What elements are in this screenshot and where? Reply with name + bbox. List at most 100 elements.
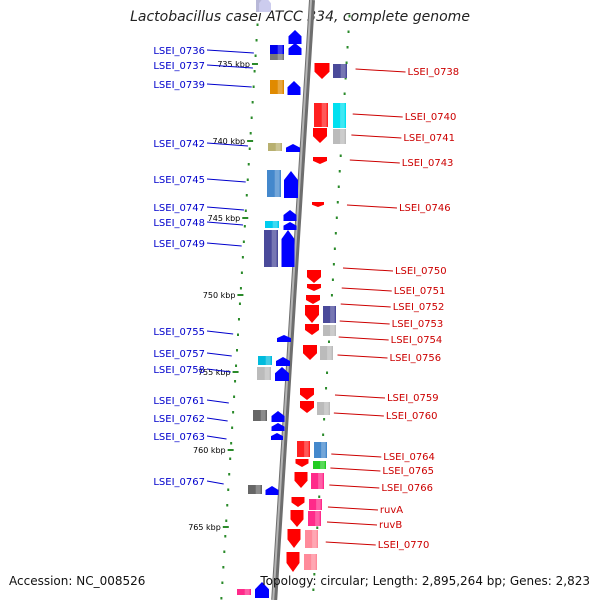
gene-box-highlight <box>321 442 326 458</box>
gene-label-right: LSEI_0770 <box>378 540 430 551</box>
gene-box-highlight <box>311 554 316 570</box>
tick-dot-left <box>225 519 228 522</box>
tick-dot-left <box>221 581 224 584</box>
reverse-gene-arrow <box>294 472 308 488</box>
reverse-gene-arrow <box>287 529 301 548</box>
leader-line-right <box>341 287 392 292</box>
gene-color-box <box>270 80 284 94</box>
gene-label-right: LSEI_0754 <box>391 335 443 346</box>
gene-color-box <box>309 499 322 510</box>
tick-dot-right <box>313 573 316 576</box>
tick-dot-right <box>326 371 329 374</box>
leader-line-left <box>206 399 229 404</box>
leader-line-right <box>342 267 394 272</box>
gene-label-left: LSEI_0748 <box>153 218 205 229</box>
forward-gene-arrow <box>281 230 295 267</box>
scale-label: 745 kbp <box>208 214 241 223</box>
tick-dot-right <box>325 387 328 390</box>
gene-label-left: LSEI_0736 <box>153 46 205 57</box>
tick-dot-right <box>334 232 337 235</box>
reverse-gene-arrow <box>291 497 305 507</box>
leader-line-left <box>206 83 252 88</box>
tick-dot-left <box>240 271 243 274</box>
tick-dot-left <box>238 302 241 305</box>
tick-marks <box>220 8 351 600</box>
tick-dot-right <box>335 216 338 219</box>
leader-line-right <box>331 453 382 458</box>
gene-color-box <box>270 45 284 54</box>
reverse-gene-arrow <box>300 388 314 400</box>
map-title: Lactobacillus casei ATCC 334, complete g… <box>130 9 470 25</box>
tick-dot-right <box>330 294 333 297</box>
gene-label-right: LSEI_0764 <box>383 452 435 463</box>
reverse-gene-arrow <box>313 157 327 164</box>
gene-color-box <box>308 511 321 526</box>
gene-label-right: LSEI_0750 <box>395 266 447 277</box>
reverse-gene-arrow <box>313 128 327 143</box>
scale-label: 750 kbp <box>203 291 236 300</box>
leader-line-right <box>329 484 380 489</box>
tick-dot-left <box>233 395 236 398</box>
gene-color-box <box>248 485 262 494</box>
tick-dot-left <box>255 39 258 42</box>
gene-box-highlight <box>320 461 325 469</box>
gene-color-box <box>323 306 336 323</box>
gene-box-highlight <box>340 129 345 144</box>
tick-dot-left <box>236 333 239 336</box>
leader-line-left <box>206 142 249 147</box>
forward-gene-arrow <box>288 43 302 55</box>
gene-label-right: LSEI_0753 <box>392 319 444 330</box>
gene-color-box <box>304 554 317 570</box>
gene-box-highlight <box>330 325 335 336</box>
gene-color-box <box>320 346 333 360</box>
tick-dot-left <box>230 442 233 445</box>
tick-dot-left <box>236 349 239 352</box>
tick-dot-right <box>312 588 315 591</box>
tick-dot-left <box>239 287 242 290</box>
leader-line-left <box>206 417 228 422</box>
tick-dot-right <box>332 263 335 266</box>
forward-gene-arrow <box>287 81 301 95</box>
gene-label-right: LSEI_0740 <box>405 112 457 123</box>
leader-line-right <box>339 320 390 325</box>
gene-label-right: LSEI_0765 <box>382 466 434 477</box>
gene-color-box <box>333 64 347 78</box>
gene-color-box <box>305 530 318 548</box>
reverse-gene-arrow <box>314 63 330 79</box>
gene-box-highlight <box>255 485 261 494</box>
gene-box-highlight <box>272 221 278 228</box>
tick-dot-right <box>337 185 340 188</box>
reverse-gene-arrow <box>303 345 317 360</box>
forward-gene-arrow <box>286 144 300 152</box>
tick-dot-right <box>316 526 319 529</box>
gene-color-box <box>265 221 279 228</box>
gene-color-box <box>264 230 278 267</box>
gene-label-left: LSEI_0737 <box>153 61 205 72</box>
leader-line-left <box>206 206 244 211</box>
tick-dot-left <box>249 132 252 135</box>
gene-box-highlight <box>318 473 323 489</box>
reverse-gene-arrow <box>307 270 321 283</box>
forward-gene-arrow <box>288 30 302 44</box>
gene-color-box <box>314 103 328 127</box>
scale-label: 760 kbp <box>193 446 226 455</box>
reverse-gene-arrow <box>286 552 300 572</box>
reverse-gene-arrow <box>300 401 314 413</box>
leader-line-right <box>346 204 397 209</box>
tick-dot-left <box>241 256 244 259</box>
tick-dot-left <box>222 566 225 569</box>
tick-dot-right <box>346 46 349 49</box>
gene-color-box <box>268 143 282 151</box>
reverse-gene-arrow <box>307 284 321 291</box>
gene-box-highlight <box>275 143 281 151</box>
gene-color-box <box>258 356 272 365</box>
gene-box-highlight <box>277 54 283 60</box>
gene-label-right: ruvA <box>380 505 403 516</box>
tick-dot-left <box>251 101 254 104</box>
tick-dot-right <box>345 61 348 64</box>
accession-text: Accession: NC_008526 <box>9 574 146 588</box>
gene-label-right: LSEI_0743 <box>402 158 454 169</box>
tick-dot-right <box>322 433 325 436</box>
leader-line-right <box>352 113 403 118</box>
tick-dot-right <box>318 495 321 498</box>
